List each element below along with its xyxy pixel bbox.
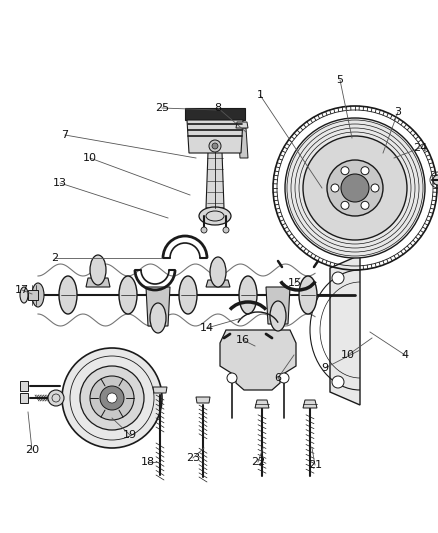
Text: 2: 2 (51, 253, 59, 263)
Circle shape (223, 227, 229, 233)
Text: 10: 10 (341, 350, 355, 360)
Circle shape (341, 201, 349, 209)
Text: 18: 18 (141, 457, 155, 467)
Circle shape (100, 386, 124, 410)
Text: 21: 21 (308, 460, 322, 470)
Text: 5: 5 (336, 75, 343, 85)
Text: 22: 22 (251, 457, 265, 467)
Polygon shape (20, 393, 28, 403)
Ellipse shape (270, 301, 286, 331)
Circle shape (285, 118, 425, 258)
Polygon shape (303, 400, 317, 408)
Text: 7: 7 (61, 130, 69, 140)
Polygon shape (236, 122, 248, 128)
Circle shape (80, 366, 144, 430)
Text: 4: 4 (402, 350, 409, 360)
Ellipse shape (59, 276, 77, 314)
Ellipse shape (179, 276, 197, 314)
Polygon shape (206, 152, 224, 208)
Circle shape (62, 348, 162, 448)
Text: 8: 8 (215, 103, 222, 113)
Circle shape (107, 393, 117, 403)
Circle shape (279, 373, 289, 383)
Polygon shape (330, 255, 360, 405)
Polygon shape (28, 290, 38, 300)
Polygon shape (20, 381, 28, 391)
Text: 17: 17 (15, 285, 29, 295)
Ellipse shape (210, 257, 226, 287)
Ellipse shape (32, 283, 44, 307)
Polygon shape (146, 287, 170, 326)
Text: 6: 6 (275, 373, 282, 383)
Polygon shape (206, 280, 230, 287)
Circle shape (371, 184, 379, 192)
Circle shape (48, 390, 64, 406)
Text: 1: 1 (257, 90, 264, 100)
Polygon shape (86, 278, 110, 287)
Circle shape (341, 167, 349, 175)
Circle shape (209, 140, 221, 152)
Text: 25: 25 (155, 103, 169, 113)
Ellipse shape (150, 303, 166, 333)
Ellipse shape (199, 207, 231, 225)
Ellipse shape (119, 276, 137, 314)
Circle shape (331, 184, 339, 192)
Circle shape (361, 201, 369, 209)
Ellipse shape (20, 287, 28, 303)
Circle shape (332, 272, 344, 284)
Polygon shape (266, 287, 290, 324)
Ellipse shape (299, 276, 317, 314)
Polygon shape (153, 387, 167, 393)
Polygon shape (196, 397, 210, 403)
Polygon shape (187, 120, 243, 153)
Circle shape (361, 167, 369, 175)
Text: 14: 14 (200, 323, 214, 333)
Circle shape (90, 376, 134, 420)
Polygon shape (255, 400, 269, 408)
Circle shape (303, 136, 407, 240)
Circle shape (341, 174, 369, 202)
Circle shape (332, 376, 344, 388)
Ellipse shape (239, 276, 257, 314)
Ellipse shape (90, 255, 106, 285)
Polygon shape (238, 128, 248, 158)
Text: 9: 9 (321, 363, 328, 373)
Polygon shape (220, 330, 296, 390)
Text: 15: 15 (288, 278, 302, 288)
Circle shape (227, 373, 237, 383)
Text: 13: 13 (53, 178, 67, 188)
Text: 23: 23 (186, 453, 200, 463)
Circle shape (327, 160, 383, 216)
Text: 24: 24 (413, 143, 427, 153)
Circle shape (201, 227, 207, 233)
Circle shape (433, 175, 438, 185)
Text: 19: 19 (123, 430, 137, 440)
Polygon shape (185, 108, 245, 120)
Circle shape (212, 143, 218, 149)
Text: 10: 10 (83, 153, 97, 163)
Text: 16: 16 (236, 335, 250, 345)
Text: 20: 20 (25, 445, 39, 455)
Text: 3: 3 (395, 107, 402, 117)
